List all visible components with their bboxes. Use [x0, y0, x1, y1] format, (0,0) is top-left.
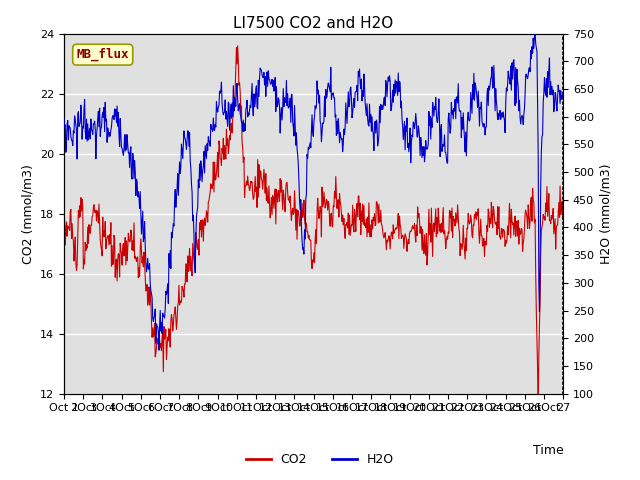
- Text: MB_flux: MB_flux: [77, 48, 129, 61]
- Title: LI7500 CO2 and H2O: LI7500 CO2 and H2O: [234, 16, 394, 31]
- Y-axis label: CO2 (mmol/m3): CO2 (mmol/m3): [22, 164, 35, 264]
- Legend: CO2, H2O: CO2, H2O: [241, 448, 399, 471]
- Y-axis label: H2O (mmol/m3): H2O (mmol/m3): [600, 163, 612, 264]
- X-axis label: Time: Time: [533, 444, 564, 457]
